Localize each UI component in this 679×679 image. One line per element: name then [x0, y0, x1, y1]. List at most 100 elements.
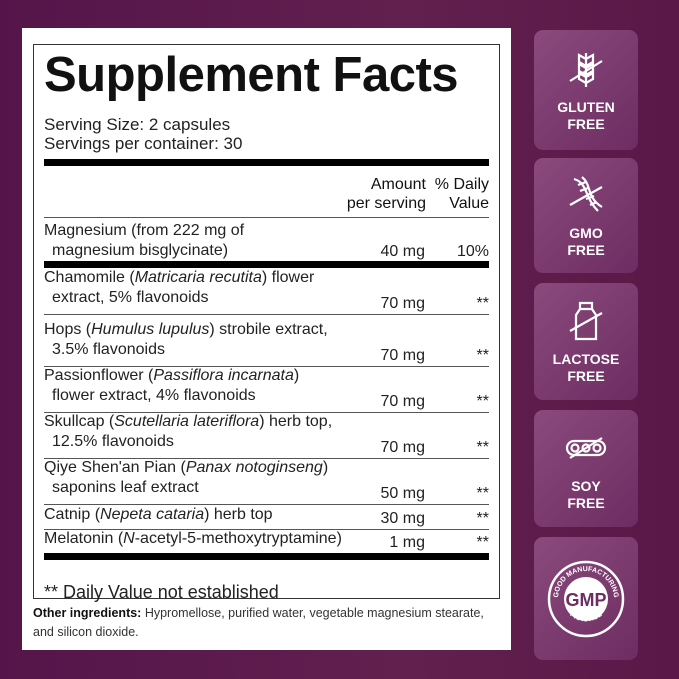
amount-header-line2: per serving [346, 195, 426, 212]
ingredient-name: Skullcap (Scutellaria lateriflora) herb … [44, 412, 332, 452]
svg-text:GMP: GMP [565, 590, 606, 610]
ingredient-row: Chamomile (Matricaria recutita) flower ex… [44, 268, 489, 314]
servings-per-container: Servings per container: 30 [44, 134, 243, 153]
ingredient-name-part: ) strobile extract, [209, 321, 328, 338]
divider-thin [44, 217, 489, 218]
ingredient-row: Magnesium (from 222 mg of magnesium bisgl… [44, 221, 489, 262]
ingredient-name-part: Magnesium (from 222 mg of [44, 222, 245, 239]
ingredient-name-part: Catnip ( [44, 506, 101, 523]
ingredient-name-part: Melatonin ( [44, 530, 124, 547]
divider-thick [44, 553, 489, 560]
ingredient-daily-value: ** [476, 510, 489, 527]
ingredient-amount: 70 mg [380, 393, 425, 410]
badge-label: GMO FREE [567, 224, 605, 258]
ingredient-name-part: flower extract, 4% flavonoids [52, 387, 256, 404]
ingredient-name-part: ) [293, 367, 300, 384]
divider-thin [44, 504, 489, 505]
divider-thin [44, 412, 489, 413]
ingredient-name-part: ) [322, 459, 329, 476]
ingredient-amount: 1 mg [389, 534, 425, 551]
ingredient-name-part: Skullcap ( [44, 413, 115, 430]
other-ingredients: Other ingredients: Hypromellose, purifie… [33, 604, 493, 642]
serving-size: Serving Size: 2 capsules [44, 115, 231, 134]
badge-gmo-free: GMO FREE [534, 158, 638, 273]
badge-gluten-free: GLUTEN FREE [534, 30, 638, 150]
footnote: ** Daily Value not established [44, 582, 279, 602]
gmp-seal-icon: GMP GOOD MANUFACTURING PRACTICE [547, 560, 625, 637]
divider-thick [44, 159, 489, 166]
divider-thick [44, 261, 489, 268]
ingredient-name: Melatonin (N-acetyl-5-methoxytryptamine) [44, 529, 342, 549]
ingredient-row: Skullcap (Scutellaria lateriflora) herb … [44, 412, 489, 458]
badge-label: SOY FREE [567, 477, 605, 511]
ingredient-amount: 30 mg [380, 510, 425, 527]
ingredient-name: Magnesium (from 222 mg of magnesium bisgl… [44, 221, 244, 261]
ingredient-name-part: N [123, 530, 135, 547]
ingredient-name-part: ) herb top, [259, 413, 333, 430]
ingredient-name-part: 3.5% flavonoids [52, 341, 165, 358]
ingredient-row: Qiye Shen'an Pian (Panax notoginseng) sap… [44, 458, 489, 504]
ingredient-amount: 70 mg [380, 295, 425, 312]
ingredient-daily-value: ** [476, 347, 489, 364]
ingredient-amount: 70 mg [380, 439, 425, 456]
badge-lactose-free: LACTOSE FREE [534, 283, 638, 400]
supplement-facts-panel: Supplement Facts Serving Size: 2 capsule… [22, 28, 511, 650]
dv-header-line2: Value [449, 195, 489, 212]
facts-box: Supplement Facts Serving Size: 2 capsule… [33, 44, 500, 602]
ingredient-daily-value: 10% [456, 243, 489, 260]
ingredient-row: Melatonin (N-acetyl-5-methoxytryptamine)… [44, 529, 489, 553]
ingredient-name-part: Panax notoginseng [185, 459, 323, 476]
milk-bottle-crossed-icon [569, 301, 603, 340]
other-ingredients-label: Other ingredients: [33, 606, 142, 620]
other-ingredients-text: Hypromellose, purified water, vegetable … [33, 606, 484, 639]
badge-gmp: GMP GOOD MANUFACTURING PRACTICE [534, 537, 638, 660]
ingredient-name-part: extract, 5% flavonoids [52, 289, 209, 306]
dna-crossed-icon [569, 175, 603, 212]
ingredient-row: Hops (Humulus lupulus) strobile extract,… [44, 320, 489, 366]
ingredient-name-part: Scutellaria lateriflora [114, 413, 260, 430]
ingredient-name-part: Qiye Shen'an Pian ( [44, 459, 186, 476]
amount-header: Amount per serving [347, 175, 426, 213]
ingredient-name-part: Matricaria recutita [134, 269, 262, 286]
ingredient-row: Catnip (Nepeta cataria) herb top 30 mg ** [44, 505, 489, 529]
dv-header-line1: % Daily [434, 176, 489, 193]
ingredient-daily-value: ** [476, 485, 489, 502]
ingredient-daily-value: ** [476, 439, 489, 456]
ingredient-name-part: Humulus lupulus [91, 321, 210, 338]
divider-thin [44, 529, 489, 530]
ingredient-name-part: ) herb top [204, 506, 273, 523]
ingredient-name-part: magnesium bisglycinate) [52, 242, 229, 259]
ingredient-daily-value: ** [476, 534, 489, 551]
divider-thin [44, 366, 489, 367]
ingredient-name: Hops (Humulus lupulus) strobile extract,… [44, 320, 328, 360]
ingredient-amount: 40 mg [380, 243, 425, 260]
ingredient-amount: 70 mg [380, 347, 425, 364]
ingredient-daily-value: ** [476, 393, 489, 410]
ingredient-name: Passionflower (Passiflora incarnata) flow… [44, 366, 299, 406]
ingredient-name-part: 12.5% flavonoids [52, 433, 174, 450]
ingredient-name: Catnip (Nepeta cataria) herb top [44, 505, 273, 525]
ingredient-row: Passionflower (Passiflora incarnata) flow… [44, 366, 489, 412]
ingredient-name-part: Passionflower ( [44, 367, 154, 384]
ingredient-name: Chamomile (Matricaria recutita) flower ex… [44, 268, 314, 308]
wheat-crossed-icon [569, 53, 603, 87]
ingredient-name-part: Chamomile ( [44, 269, 135, 286]
ingredient-name-part: saponins leaf extract [52, 479, 199, 496]
badge-label: GLUTEN FREE [557, 99, 615, 132]
divider-thin [44, 458, 489, 459]
ingredient-name: Qiye Shen'an Pian (Panax notoginseng) sap… [44, 458, 328, 498]
badge-soy-free: SOY FREE [534, 410, 638, 527]
ingredient-name-part: Hops ( [44, 321, 92, 338]
ingredient-name-part: Nepeta cataria [100, 506, 205, 523]
badge-label: LACTOSE FREE [552, 350, 620, 384]
ingredient-name-part: Passiflora incarnata [153, 367, 294, 384]
amount-header-line1: Amount [370, 176, 426, 193]
ingredient-amount: 50 mg [380, 485, 425, 502]
ingredient-daily-value: ** [476, 295, 489, 312]
ingredient-name-part: -acetyl-5-methoxytryptamine) [134, 530, 342, 547]
daily-value-header: % Daily Value [435, 175, 489, 213]
panel-title: Supplement Facts [44, 48, 459, 102]
divider-thin [44, 314, 489, 315]
ingredient-name-part: ) flower [261, 269, 315, 286]
soybean-crossed-icon [565, 436, 607, 459]
